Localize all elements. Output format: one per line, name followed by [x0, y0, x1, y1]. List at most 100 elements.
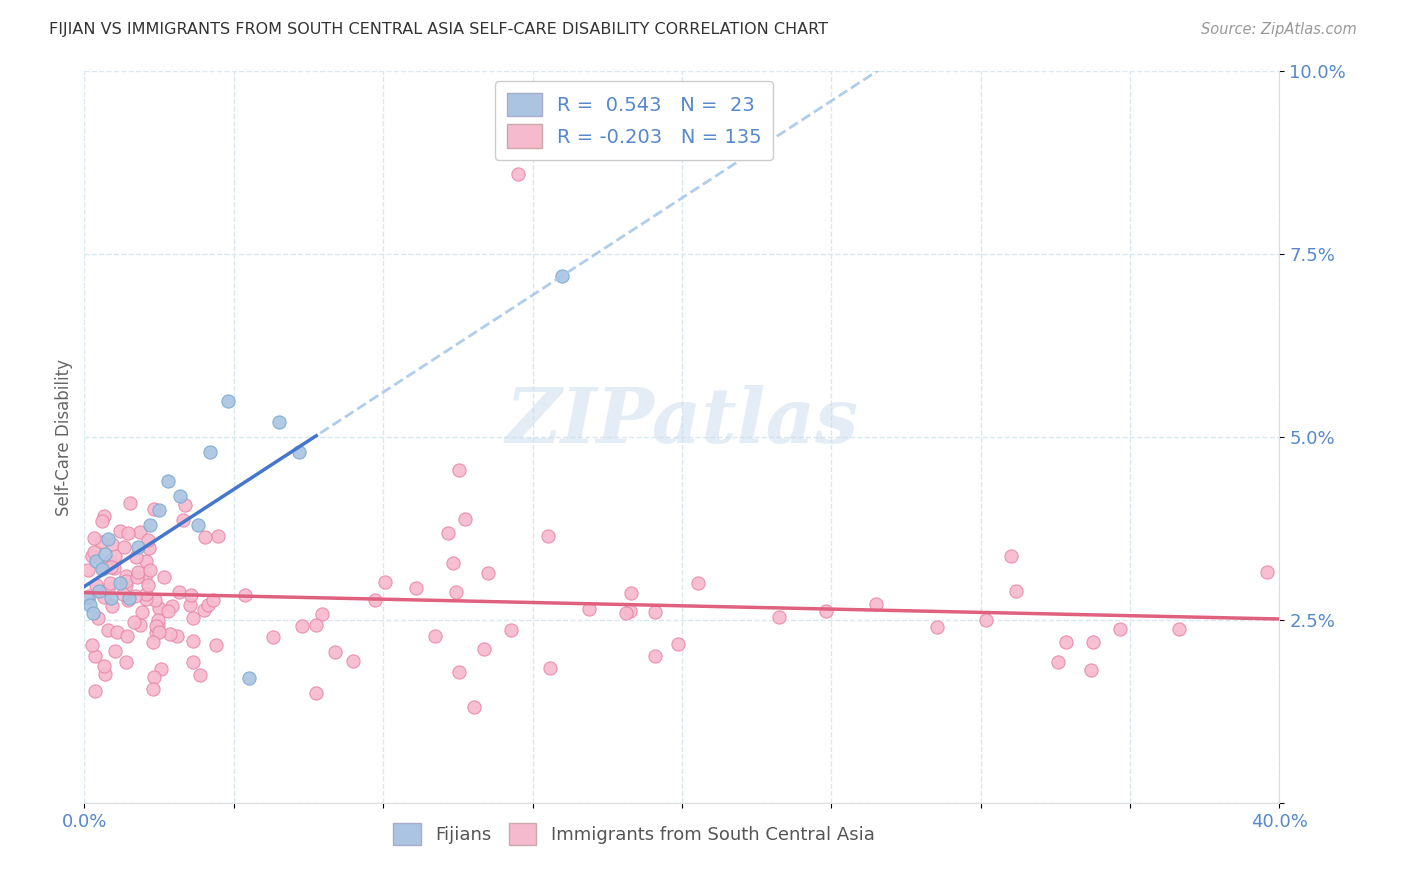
Point	[238, 672, 260, 686]
Point	[181, 634, 204, 648]
Point	[146, 613, 169, 627]
Point	[114, 656, 136, 670]
Point	[169, 489, 191, 503]
Point	[291, 618, 314, 632]
Point	[83, 531, 105, 545]
Point	[444, 584, 467, 599]
Point	[135, 587, 157, 601]
Point	[166, 629, 188, 643]
Point	[152, 570, 174, 584]
Point	[551, 269, 574, 284]
Point	[207, 529, 229, 543]
Point	[927, 620, 949, 634]
Point	[98, 554, 121, 568]
Point	[666, 637, 689, 651]
Text: FIJIAN VS IMMIGRANTS FROM SOUTH CENTRAL ASIA SELF-CARE DISABILITY CORRELATION CH: FIJIAN VS IMMIGRANTS FROM SOUTH CENTRAL …	[49, 22, 828, 37]
Point	[129, 524, 152, 539]
Point	[454, 512, 477, 526]
Point	[136, 533, 159, 547]
Point	[93, 591, 115, 605]
Point	[614, 606, 637, 620]
Point	[374, 574, 396, 589]
Point	[94, 547, 117, 561]
Point	[124, 589, 146, 603]
Point	[815, 604, 838, 618]
Point	[205, 638, 228, 652]
Point	[91, 562, 114, 576]
Point	[1000, 549, 1022, 564]
Point	[1081, 635, 1104, 649]
Point	[169, 584, 191, 599]
Point	[79, 599, 101, 613]
Point	[108, 524, 131, 538]
Point	[865, 597, 887, 611]
Point	[93, 509, 115, 524]
Point	[159, 626, 181, 640]
Point	[463, 699, 485, 714]
Point	[100, 560, 122, 574]
Point	[148, 625, 170, 640]
Legend: Fijians, Immigrants from South Central Asia: Fijians, Immigrants from South Central A…	[387, 816, 882, 852]
Point	[86, 577, 108, 591]
Point	[115, 569, 138, 583]
Point	[122, 615, 145, 629]
Point	[94, 666, 117, 681]
Point	[506, 167, 529, 181]
Point	[127, 565, 149, 579]
Point	[115, 577, 138, 591]
Point	[644, 648, 666, 663]
Point	[768, 609, 790, 624]
Point	[538, 661, 561, 675]
Point	[97, 582, 120, 596]
Point	[477, 566, 499, 580]
Point	[136, 577, 159, 591]
Point	[105, 625, 128, 640]
Point	[139, 563, 162, 577]
Point	[173, 499, 195, 513]
Point	[202, 593, 225, 607]
Point	[128, 618, 150, 632]
Point	[77, 589, 100, 603]
Point	[157, 474, 180, 488]
Point	[91, 514, 114, 528]
Point	[620, 585, 643, 599]
Point	[142, 634, 165, 648]
Point	[115, 629, 138, 643]
Point	[98, 576, 121, 591]
Point	[101, 599, 124, 613]
Point	[84, 649, 107, 664]
Point	[115, 574, 138, 589]
Point	[437, 525, 460, 540]
Point	[233, 588, 256, 602]
Point	[124, 550, 146, 565]
Point	[311, 607, 333, 621]
Point	[187, 517, 209, 532]
Point	[342, 653, 364, 667]
Text: ZIPatlas: ZIPatlas	[505, 385, 859, 459]
Point	[644, 605, 666, 619]
Point	[104, 643, 127, 657]
Point	[323, 645, 346, 659]
Point	[143, 669, 166, 683]
Point	[138, 541, 160, 555]
Point	[83, 684, 105, 698]
Y-axis label: Self-Care Disability: Self-Care Disability	[55, 359, 73, 516]
Point	[1108, 622, 1130, 636]
Point	[217, 393, 239, 408]
Point	[619, 604, 641, 618]
Point	[578, 602, 600, 616]
Point	[441, 556, 464, 570]
Point	[118, 591, 141, 605]
Point	[142, 502, 165, 516]
Point	[179, 598, 201, 612]
Point	[1054, 635, 1077, 649]
Point	[449, 463, 471, 477]
Point	[83, 545, 105, 559]
Point	[974, 613, 997, 627]
Point	[127, 540, 149, 554]
Point	[148, 503, 170, 517]
Point	[135, 591, 157, 606]
Point	[447, 665, 470, 679]
Point	[686, 576, 709, 591]
Point	[76, 591, 98, 605]
